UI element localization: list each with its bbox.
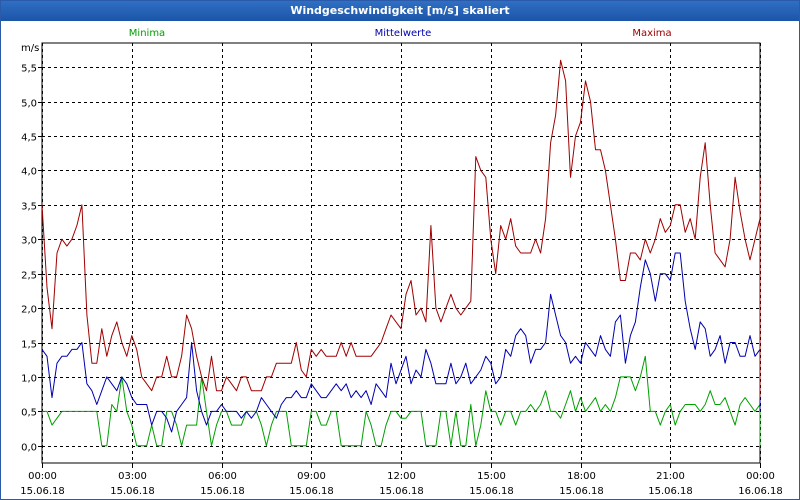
x-tick-date-label: 15.06.18 <box>200 486 245 497</box>
x-tick-date-label: 15.06.18 <box>20 486 65 497</box>
legend-minima: Minima <box>129 28 165 39</box>
legend-maxima: Maxima <box>632 28 671 39</box>
x-tick-date-label: 15.06.18 <box>110 486 155 497</box>
wind-speed-chart: Minima Mittelwerte Maxima m/s 0,0 0,5 1,0 1… <box>20 28 783 497</box>
x-tick-time-label: 21:00 <box>656 471 685 482</box>
y-tick-label: 4,0 <box>21 167 37 178</box>
y-tick-label: 0,0 <box>21 443 37 454</box>
x-tick-time-label: 00:00 <box>746 471 775 482</box>
y-tick-label: 5,5 <box>21 64 37 75</box>
chart-title: Windgeschwindigkeit [m/s] skaliert <box>1 1 799 21</box>
x-tick-time-label: 06:00 <box>208 471 237 482</box>
x-tick-time-label: 00:00 <box>28 471 57 482</box>
x-tick-time-label: 09:00 <box>297 471 326 482</box>
y-tick-label: 3,0 <box>21 236 37 247</box>
x-tick-time-label: 18:00 <box>567 471 596 482</box>
x-tick-date-label: 15.06.18 <box>559 486 604 497</box>
series-line-maxima <box>41 59 761 399</box>
y-axis-unit: m/s <box>21 43 39 54</box>
y-tick-label: 1,5 <box>21 340 37 351</box>
x-tick-date-label: 15.06.18 <box>469 486 514 497</box>
x-tick-time-label: 15:00 <box>477 471 506 482</box>
y-tick-label: 2,5 <box>21 271 37 282</box>
y-tick-label: 5,0 <box>21 99 37 110</box>
x-tick-date-label: 16.06.18 <box>738 486 783 497</box>
x-tick-date-label: 15.06.18 <box>648 486 693 497</box>
y-tick-label: 1,0 <box>21 374 37 385</box>
x-tick-time-label: 12:00 <box>387 471 416 482</box>
y-tick-label: 3,5 <box>21 202 37 213</box>
y-tick-label: 0,5 <box>21 408 37 419</box>
y-tick-label: 4,5 <box>21 133 37 144</box>
y-tick-label: 2,0 <box>21 305 37 316</box>
x-tick-time-label: 03:00 <box>118 471 147 482</box>
x-tick-date-label: 15.06.18 <box>379 486 424 497</box>
legend-mittelwerte: Mittelwerte <box>375 28 432 39</box>
x-tick-date-label: 15.06.18 <box>289 486 334 497</box>
